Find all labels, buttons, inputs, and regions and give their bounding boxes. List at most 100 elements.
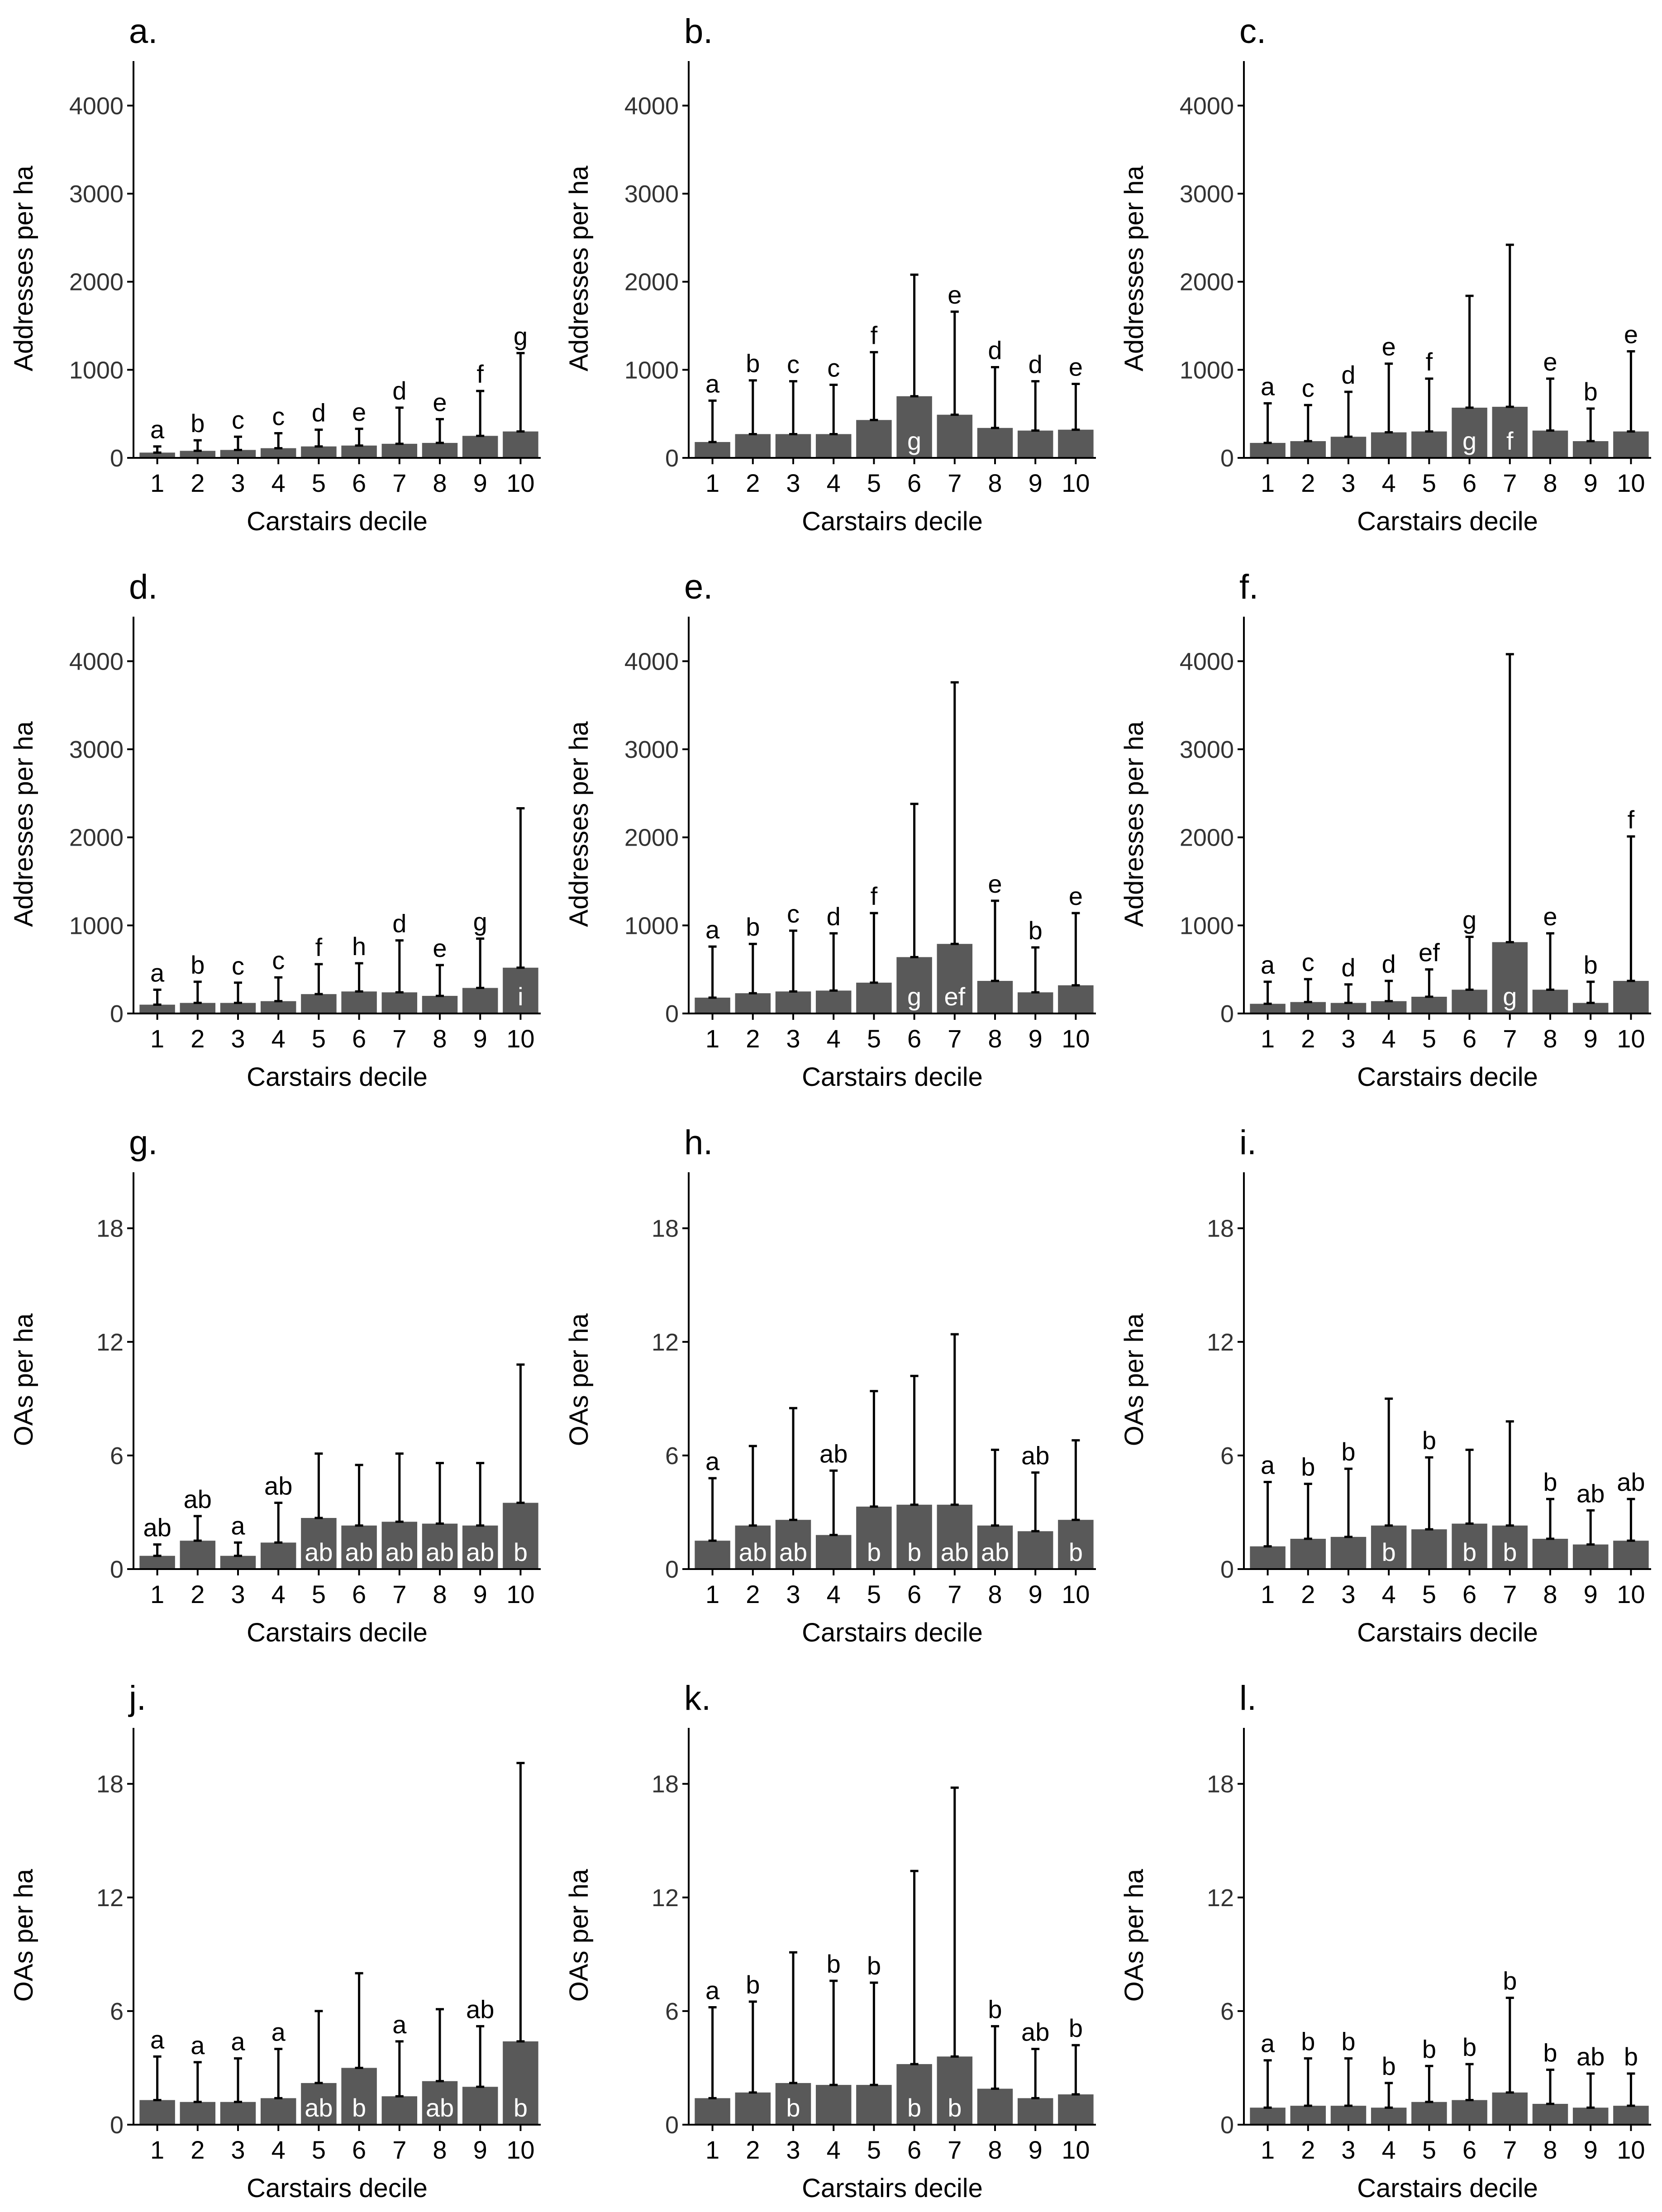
x-tick-label: 1 (705, 1024, 719, 1053)
significance-label: g (514, 322, 528, 350)
x-tick-label: 4 (271, 469, 286, 497)
x-tick-label: 6 (1462, 2136, 1476, 2164)
panel-letter: h. (684, 1123, 713, 1162)
significance-label: ef (1419, 938, 1440, 967)
bar (1330, 1537, 1367, 1569)
bar (775, 434, 811, 458)
x-tick-label: 9 (473, 1580, 487, 1608)
chart-panel-1: a. Addresses per ha Carstairs decile 0 1000 2… (9, 12, 541, 536)
bar (220, 1003, 256, 1013)
bar (1613, 2106, 1649, 2125)
significance-label: d (392, 909, 406, 937)
bar (1330, 437, 1367, 458)
significance-label: ab (386, 1538, 414, 1566)
x-tick-label: 8 (433, 1024, 447, 1053)
x-tick-label: 1 (1261, 1580, 1275, 1608)
bar (180, 1003, 216, 1013)
x-tick-label: 2 (190, 2136, 205, 2164)
significance-label: a (705, 915, 720, 944)
significance-label: e (1543, 902, 1557, 931)
significance-label: ab (779, 1538, 807, 1566)
significance-label: b (1341, 2027, 1355, 2056)
x-tick-label: 4 (1382, 1024, 1396, 1053)
bar (1290, 1539, 1326, 1569)
x-axis-label: Carstairs decile (802, 507, 983, 536)
bar (381, 2096, 418, 2125)
x-tick-label: 1 (705, 2136, 719, 2164)
bar (977, 2088, 1013, 2125)
x-tick-label: 2 (746, 2136, 760, 2164)
significance-label: ab (264, 1472, 292, 1500)
y-axis-label: Addresses per ha (9, 165, 38, 371)
x-tick-label: 4 (827, 2136, 841, 2164)
bar (1492, 2092, 1528, 2125)
significance-label: b (1462, 2033, 1476, 2061)
panel-letter: f. (1239, 568, 1258, 606)
bar (341, 2068, 377, 2125)
significance-label: a (1261, 951, 1275, 979)
x-tick-label: 2 (190, 1580, 205, 1608)
significance-label: ab (1576, 2042, 1605, 2071)
significance-label: f (476, 360, 484, 388)
significance-label: a (1261, 1451, 1275, 1479)
x-tick-label: 8 (1543, 2136, 1557, 2164)
x-tick-label: 10 (1617, 469, 1645, 497)
y-tick-label: 12 (652, 1884, 679, 1912)
significance-label: ab (1617, 1468, 1645, 1496)
y-tick-label: 4000 (624, 648, 679, 675)
x-tick-label: 9 (1584, 1580, 1598, 1608)
bar (1492, 1525, 1528, 1569)
significance-label: c (272, 946, 285, 975)
bar (422, 2081, 458, 2125)
x-tick-label: 7 (392, 2136, 406, 2164)
significance-label: e (1624, 320, 1638, 348)
x-axis-label: Carstairs decile (247, 1062, 428, 1092)
significance-label: c (787, 350, 800, 379)
bar (937, 414, 973, 458)
significance-label: a (1261, 2029, 1275, 2058)
y-tick-label: 2000 (1180, 824, 1234, 852)
significance-label: b (1584, 377, 1598, 406)
x-tick-label: 3 (1341, 469, 1355, 497)
x-tick-label: 1 (1261, 469, 1275, 497)
x-tick-label: 7 (948, 1024, 962, 1053)
y-axis-label: OAs per ha (9, 1869, 38, 2002)
x-axis-label: Carstairs decile (802, 2174, 983, 2203)
x-tick-label: 9 (473, 1024, 487, 1053)
bar (1572, 1003, 1609, 1013)
panel-letter: e. (684, 568, 713, 606)
y-tick-label: 4000 (69, 92, 124, 119)
x-tick-label: 6 (907, 1580, 921, 1608)
x-tick-label: 1 (705, 469, 719, 497)
significance-label: b (746, 913, 760, 941)
bar (1532, 430, 1568, 458)
x-tick-label: 6 (352, 2136, 366, 2164)
y-tick-label: 12 (1207, 1884, 1234, 1912)
y-tick-label: 1000 (69, 912, 124, 939)
bar (1452, 1523, 1487, 1569)
significance-label: b (514, 1538, 528, 1566)
x-axis-label: Carstairs decile (1357, 1062, 1538, 1092)
significance-label: d (1341, 361, 1355, 389)
significance-label: d (1341, 953, 1355, 982)
y-tick-label: 2000 (624, 269, 679, 296)
x-axis-label: Carstairs decile (1357, 2174, 1538, 2203)
significance-label: e (433, 388, 447, 416)
significance-label: a (705, 369, 720, 398)
x-tick-label: 7 (948, 469, 962, 497)
y-tick-label: 18 (1207, 1215, 1234, 1242)
bar (856, 2085, 892, 2125)
y-axis-label: OAs per ha (1119, 1313, 1149, 1446)
y-axis-label: Addresses per ha (1119, 721, 1149, 927)
bar (695, 997, 730, 1013)
significance-label: b (514, 2093, 528, 2122)
bar (1613, 431, 1649, 458)
x-tick-label: 4 (271, 1580, 286, 1608)
x-tick-label: 2 (1301, 1024, 1315, 1053)
significance-label: a (705, 1976, 720, 2005)
x-tick-label: 6 (1462, 469, 1476, 497)
bar (695, 442, 730, 458)
x-tick-label: 8 (988, 1580, 1002, 1608)
